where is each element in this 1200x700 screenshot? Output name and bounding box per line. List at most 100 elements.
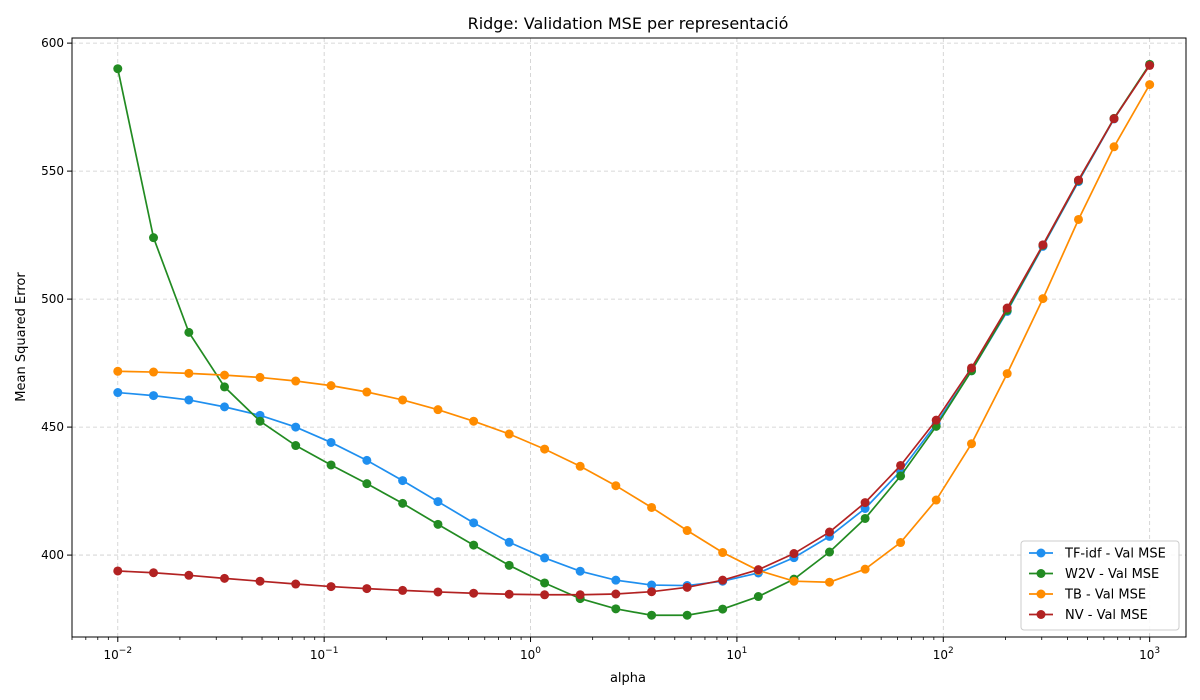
data-point: [931, 495, 941, 505]
data-point: [896, 460, 906, 470]
data-point: [575, 461, 585, 471]
data-point: [647, 587, 657, 597]
legend-label: NV - Val MSE: [1065, 608, 1148, 623]
x-tick-label: 102: [933, 646, 954, 662]
data-point: [611, 575, 621, 585]
data-point: [433, 497, 443, 507]
data-point: [184, 327, 194, 337]
y-tick-label: 400: [41, 548, 64, 562]
data-point: [966, 439, 976, 449]
data-point: [789, 549, 799, 559]
legend-label: TB - Val MSE: [1064, 588, 1146, 603]
data-point: [611, 604, 621, 614]
data-point: [220, 573, 230, 583]
data-point: [255, 372, 265, 382]
data-point: [896, 471, 906, 481]
data-point: [184, 570, 194, 580]
legend-marker: [1036, 610, 1046, 619]
data-point: [1038, 240, 1048, 250]
data-point: [504, 537, 514, 547]
legend-label: W2V - Val MSE: [1065, 567, 1159, 582]
data-point: [220, 370, 230, 380]
data-point: [469, 588, 479, 598]
data-point: [860, 498, 870, 508]
data-point: [326, 437, 336, 447]
x-tick-label: 10−2: [104, 646, 133, 662]
data-point: [825, 547, 835, 557]
data-point: [1073, 175, 1083, 185]
data-point: [326, 381, 336, 391]
data-point: [753, 565, 763, 575]
data-point: [362, 584, 372, 594]
series-nv: [113, 60, 1155, 600]
data-point: [718, 604, 728, 614]
data-point: [504, 560, 514, 570]
data-point: [540, 590, 550, 600]
data-point: [611, 589, 621, 599]
data-point: [433, 587, 443, 597]
data-point: [1145, 60, 1155, 70]
data-point: [1038, 294, 1048, 304]
data-point: [540, 578, 550, 588]
data-point: [504, 589, 514, 599]
data-point: [1109, 114, 1119, 124]
data-point: [1073, 214, 1083, 224]
legend-marker: [1036, 589, 1046, 599]
data-point: [1002, 369, 1012, 379]
data-point: [1002, 303, 1012, 313]
data-point: [469, 540, 479, 550]
data-point: [149, 233, 159, 243]
x-axis-label: alpha: [610, 671, 646, 686]
data-point: [540, 444, 550, 454]
data-point: [291, 376, 301, 386]
data-point: [220, 382, 230, 392]
data-point: [611, 481, 621, 491]
data-point: [682, 526, 692, 536]
data-point: [825, 527, 835, 537]
legend: TF-idf - Val MSE W2V - Val MSE TB - Val MS…: [1020, 540, 1180, 631]
data-point: [113, 64, 123, 74]
data-point: [113, 366, 123, 376]
legend-marker: [1036, 569, 1046, 578]
data-point: [149, 568, 159, 578]
data-point: [540, 553, 550, 563]
data-point: [966, 363, 976, 373]
data-point: [718, 575, 728, 585]
data-point: [575, 566, 585, 576]
y-tick-label: 500: [41, 292, 64, 306]
data-point: [398, 585, 408, 595]
data-point: [291, 441, 301, 451]
data-point: [362, 479, 372, 489]
data-point: [825, 577, 835, 587]
y-tick-label: 600: [41, 36, 64, 50]
y-tick-label: 450: [41, 420, 64, 434]
series-line: [117, 84, 1151, 584]
y-axis-label: Mean Squared Error: [14, 272, 29, 402]
data-point: [149, 367, 159, 377]
legend-label: TF-idf - Val MSE: [1064, 547, 1166, 562]
data-point: [1109, 142, 1119, 152]
data-point: [1145, 80, 1155, 90]
data-point: [255, 576, 265, 586]
data-point: [860, 564, 870, 574]
x-axis: 10−2 10−1 100 101 102 103: [71, 637, 1160, 662]
data-point: [398, 498, 408, 508]
series-group: [113, 59, 1155, 620]
data-point: [789, 576, 799, 586]
data-point: [362, 387, 372, 397]
chart-title: Ridge: Validation MSE per representació: [468, 14, 789, 33]
grid: [72, 38, 1186, 637]
legend-marker: [1036, 548, 1046, 558]
data-point: [398, 395, 408, 405]
legend-item: TB - Val MSE: [1029, 588, 1146, 603]
series-line: [117, 64, 1151, 596]
data-point: [362, 455, 372, 465]
data-point: [113, 566, 123, 576]
data-point: [896, 538, 906, 548]
data-point: [326, 460, 336, 470]
data-point: [647, 610, 657, 620]
data-point: [753, 592, 763, 602]
data-point: [504, 429, 514, 439]
data-point: [149, 391, 159, 401]
